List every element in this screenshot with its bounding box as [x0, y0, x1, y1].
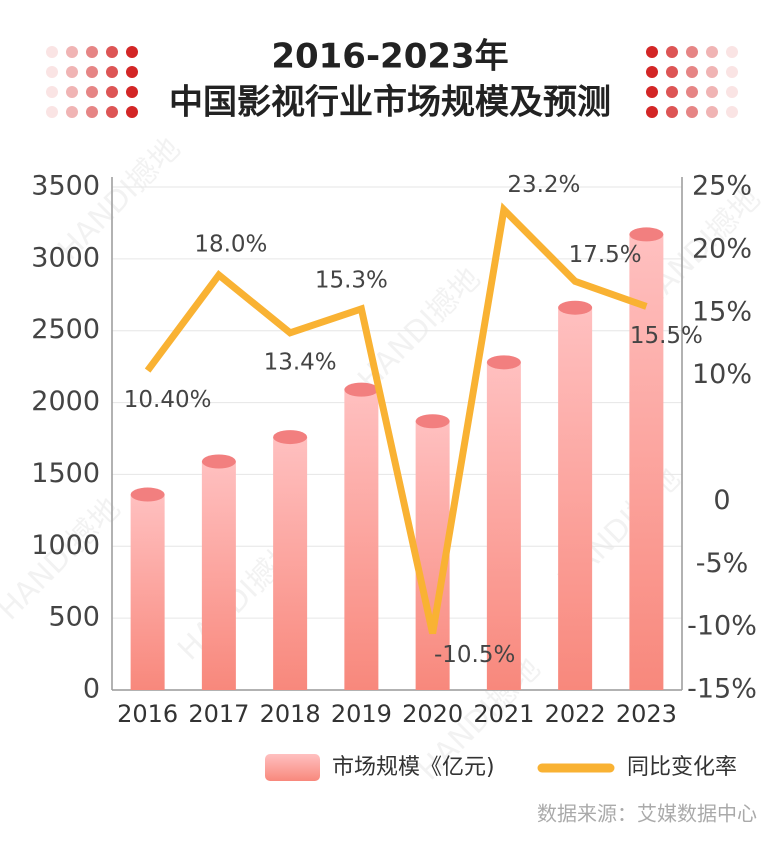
decor-dot	[706, 106, 718, 118]
legend-swatch	[265, 754, 320, 781]
decor-dot	[86, 106, 98, 118]
decor-dot	[666, 66, 678, 78]
decor-dot	[646, 106, 658, 118]
bar	[629, 234, 664, 690]
decor-dot	[106, 66, 118, 78]
decor-dot	[126, 86, 138, 98]
y2-tick-label: -10%	[687, 611, 757, 642]
decor-dot	[706, 66, 718, 78]
bar	[201, 461, 236, 690]
decor-dot	[686, 86, 698, 98]
decor-dot	[646, 46, 658, 58]
bar-cap	[130, 487, 165, 502]
y-tick-label: 1500	[31, 458, 100, 489]
bar	[344, 389, 379, 690]
decor-dot	[666, 106, 678, 118]
decor-dot	[106, 46, 118, 58]
x-tick-label: 2019	[331, 700, 392, 728]
chart-subtitle: 中国影视行业市场规模及预测	[169, 83, 611, 123]
decor-dot	[106, 86, 118, 98]
value-label: 18.0%	[194, 232, 267, 258]
decor-dot	[46, 46, 58, 58]
value-label: 23.2%	[507, 172, 580, 198]
decor-dot	[126, 46, 138, 58]
x-tick-label: 2021	[473, 700, 534, 728]
x-tick-label: 2022	[545, 700, 606, 728]
decor-dot	[126, 106, 138, 118]
y-tick-label: 3000	[31, 242, 100, 273]
bar-cap	[201, 454, 236, 469]
y-tick-label: 1000	[31, 530, 100, 561]
decor-dot	[666, 46, 678, 58]
value-label: -10.5%	[434, 642, 515, 668]
bar-cap	[415, 414, 450, 429]
decor-dot	[46, 86, 58, 98]
x-tick-label: 2017	[188, 700, 249, 728]
bar	[486, 362, 521, 690]
x-tick-label: 2018	[260, 700, 321, 728]
y2-tick-label: -15%	[687, 674, 757, 705]
x-tick-label: 2023	[616, 700, 677, 728]
bar	[130, 494, 165, 690]
decor-dot	[86, 66, 98, 78]
bar-cap	[629, 227, 664, 242]
y-tick-label: 3500	[31, 171, 100, 202]
decor-dot	[46, 106, 58, 118]
y-tick-label: 500	[48, 602, 100, 633]
decor-dot	[646, 66, 658, 78]
bar	[273, 437, 308, 690]
decor-dot	[706, 86, 718, 98]
decor-dot	[66, 86, 78, 98]
decor-dot	[686, 106, 698, 118]
decor-dot	[66, 106, 78, 118]
bar-cap	[486, 355, 521, 370]
value-label: 15.3%	[315, 267, 388, 293]
y-tick-label: 2000	[31, 386, 100, 417]
decor-dot	[726, 66, 738, 78]
y2-tick-label: 10%	[692, 359, 752, 390]
decor-dot	[106, 106, 118, 118]
chart-title: 2016-2023年	[271, 37, 508, 77]
decor-dot	[66, 66, 78, 78]
decor-dot	[686, 66, 698, 78]
value-label: 10.40%	[124, 387, 212, 413]
bar	[558, 307, 593, 690]
line	[144, 202, 648, 635]
decor-dot	[86, 46, 98, 58]
decor-dot	[86, 86, 98, 98]
value-label: 15.5%	[630, 323, 703, 349]
y2-tick-label: -5%	[696, 548, 749, 579]
x-tick-label: 2016	[117, 700, 178, 728]
legend-label: 同比变化率	[627, 755, 737, 780]
bar-cap	[344, 382, 379, 397]
y2-tick-label: 0	[713, 485, 730, 516]
y2-tick-label: 15%	[692, 296, 752, 327]
value-label: 13.4%	[264, 349, 337, 375]
decor-dot	[726, 46, 738, 58]
bar-cap	[273, 430, 308, 445]
legend-label: 市场规模《亿元)	[332, 755, 495, 780]
value-label: 17.5%	[569, 242, 642, 268]
y-tick-label: 2500	[31, 314, 100, 345]
y2-tick-label: 20%	[692, 233, 752, 264]
decor-dot	[726, 106, 738, 118]
y2-tick-label: 25%	[692, 171, 752, 202]
bar-cap	[558, 300, 593, 315]
decor-dot	[126, 66, 138, 78]
decor-dot	[726, 86, 738, 98]
decor-dot	[706, 46, 718, 58]
source: 数据来源：艾媒数据中心	[537, 802, 757, 826]
decor-dot	[666, 86, 678, 98]
decor-dot	[66, 46, 78, 58]
decor-dot	[46, 66, 58, 78]
x-tick-label: 2020	[402, 700, 463, 728]
y-tick-label: 0	[83, 674, 100, 705]
decor-dot	[646, 86, 658, 98]
decor-dot	[686, 46, 698, 58]
